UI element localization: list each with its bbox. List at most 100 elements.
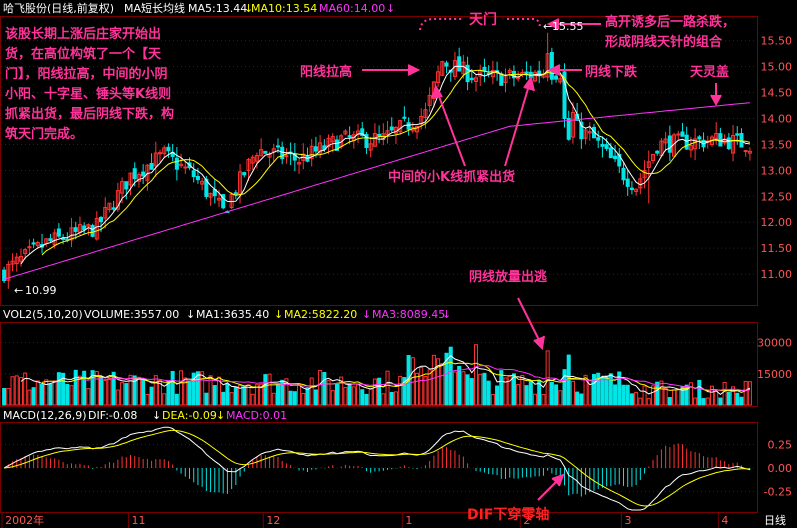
- volume-bar-up: [216, 376, 222, 406]
- candle-down: [166, 146, 171, 152]
- price-tick-label: 15.50: [761, 35, 793, 48]
- candle-down: [2, 269, 7, 282]
- volume-bar-up: [419, 367, 424, 406]
- price-axis: 11.00 11.50 12.00 12.50 13.00 13.50 14.00 14.50…: [761, 35, 793, 281]
- volume-bar-up: [318, 369, 323, 406]
- candle-down: [99, 217, 104, 223]
- price-tick-label: 15.00: [761, 61, 793, 74]
- volume-bar-up: [136, 376, 141, 406]
- volume-bar-down: [469, 378, 474, 406]
- volume-bar-down: [629, 393, 634, 406]
- volume-bar-down: [242, 386, 247, 406]
- volume-tick-label: 15000: [757, 368, 792, 381]
- dif-cross-label: DIF下穿零轴: [467, 506, 549, 523]
- volume-bar-up: [642, 385, 647, 406]
- candle-up: [23, 249, 28, 255]
- volume-bar-up: [86, 388, 91, 406]
- volume-bar-up: [271, 392, 276, 406]
- candle-up: [731, 134, 736, 154]
- gaokai-annotation: 高开诱多后一路杀跌， 形成阴线天针的组合: [605, 14, 735, 50]
- candle-down: [680, 131, 685, 137]
- candle-down: [377, 133, 382, 137]
- candle-down: [191, 170, 196, 178]
- candle-down: [48, 238, 53, 242]
- candle-up: [136, 174, 141, 182]
- gaokai-text-line: 形成阴线天针的组合: [605, 34, 723, 50]
- volume-bar-up: [381, 393, 386, 406]
- candle-up: [558, 78, 563, 83]
- volume-ma1-arrow-icon: ↓: [186, 308, 195, 321]
- candle-down: [600, 143, 605, 147]
- intro-text-line: 门】，阳线拉高，中间的小阴: [5, 66, 168, 82]
- candle-up: [179, 163, 184, 167]
- volume-bar-down: [221, 391, 226, 406]
- volume-bar-down: [617, 371, 622, 406]
- volume-bar-down: [575, 391, 580, 406]
- candle-down: [31, 242, 36, 245]
- volume-bar-up: [267, 373, 272, 406]
- candle-up: [183, 166, 188, 169]
- volume-bar-down: [608, 373, 613, 406]
- high-arrow-icon: ←: [543, 20, 552, 33]
- candle-up: [297, 162, 302, 165]
- volume-bar-down: [65, 383, 70, 406]
- candle-down: [233, 192, 238, 195]
- volume-bar-up: [145, 393, 150, 406]
- volume-bar-down: [187, 380, 192, 406]
- intro-annotation: 该股长期上涨后庄家开始出货，在高位构筑了一个【天门】，阳线拉高，中间的小阴小阳、…: [5, 26, 174, 142]
- volume-escape-arrow-head-icon: [533, 335, 545, 351]
- candle-down: [263, 150, 268, 154]
- moving-average-lines: [3, 65, 751, 280]
- price-tick-label: 14.00: [761, 113, 793, 126]
- candle-up: [254, 155, 259, 162]
- volume-bar-up: [259, 383, 264, 406]
- candle-up: [35, 242, 40, 247]
- date-label: 4: [721, 514, 728, 527]
- volume-bar-up: [490, 394, 495, 406]
- low-arrow-icon: ←: [14, 284, 23, 297]
- volume-bar-up: [503, 377, 508, 406]
- volume-bar-down: [718, 397, 723, 406]
- volume-bar-up: [200, 371, 205, 406]
- volume-bar-down: [82, 370, 87, 406]
- volume-bar-down: [195, 371, 200, 406]
- candle-up: [415, 126, 420, 133]
- volume-bar-up: [44, 379, 49, 406]
- volume-bar-up: [663, 387, 668, 406]
- volume-bar-down: [465, 374, 470, 406]
- volume-bar-down: [457, 365, 462, 406]
- volume-bar-down: [149, 386, 154, 406]
- volume-bar-up: [650, 385, 656, 406]
- candle-up: [216, 197, 222, 201]
- volume-bar-up: [516, 384, 521, 406]
- candle-down: [655, 150, 660, 154]
- volume-bar-down: [726, 391, 731, 406]
- candle-down: [221, 194, 226, 209]
- volume-bar-down: [667, 397, 672, 406]
- volume-ma-lines: [20, 355, 751, 396]
- candle-down: [554, 75, 559, 80]
- candle-down: [579, 121, 584, 140]
- stock-name: 哈飞股份(日线,前复权): [3, 1, 114, 15]
- candle-down: [697, 136, 702, 140]
- volume-bar-down: [124, 383, 129, 406]
- ma5-line: [20, 65, 750, 265]
- candle-up: [326, 137, 331, 147]
- volume-bar-down: [40, 384, 45, 406]
- volume-bar-down: [495, 385, 500, 406]
- candle-up: [18, 255, 23, 262]
- candle-up: [157, 152, 163, 155]
- candle-down: [684, 134, 689, 150]
- volume-bar-down: [739, 396, 744, 406]
- volume-bar-down: [697, 379, 702, 406]
- volume-bar-down: [313, 389, 318, 406]
- low-price-label: 10.99: [25, 284, 57, 297]
- volume-bar-up: [570, 380, 575, 406]
- tianmen-left-bracket: [419, 18, 462, 31]
- volume-bar-up: [27, 389, 32, 406]
- date-label: 12: [266, 514, 280, 527]
- volume-bar-down: [174, 393, 179, 406]
- candle-down: [617, 154, 622, 167]
- macd-tick-label: 0.00: [768, 462, 793, 475]
